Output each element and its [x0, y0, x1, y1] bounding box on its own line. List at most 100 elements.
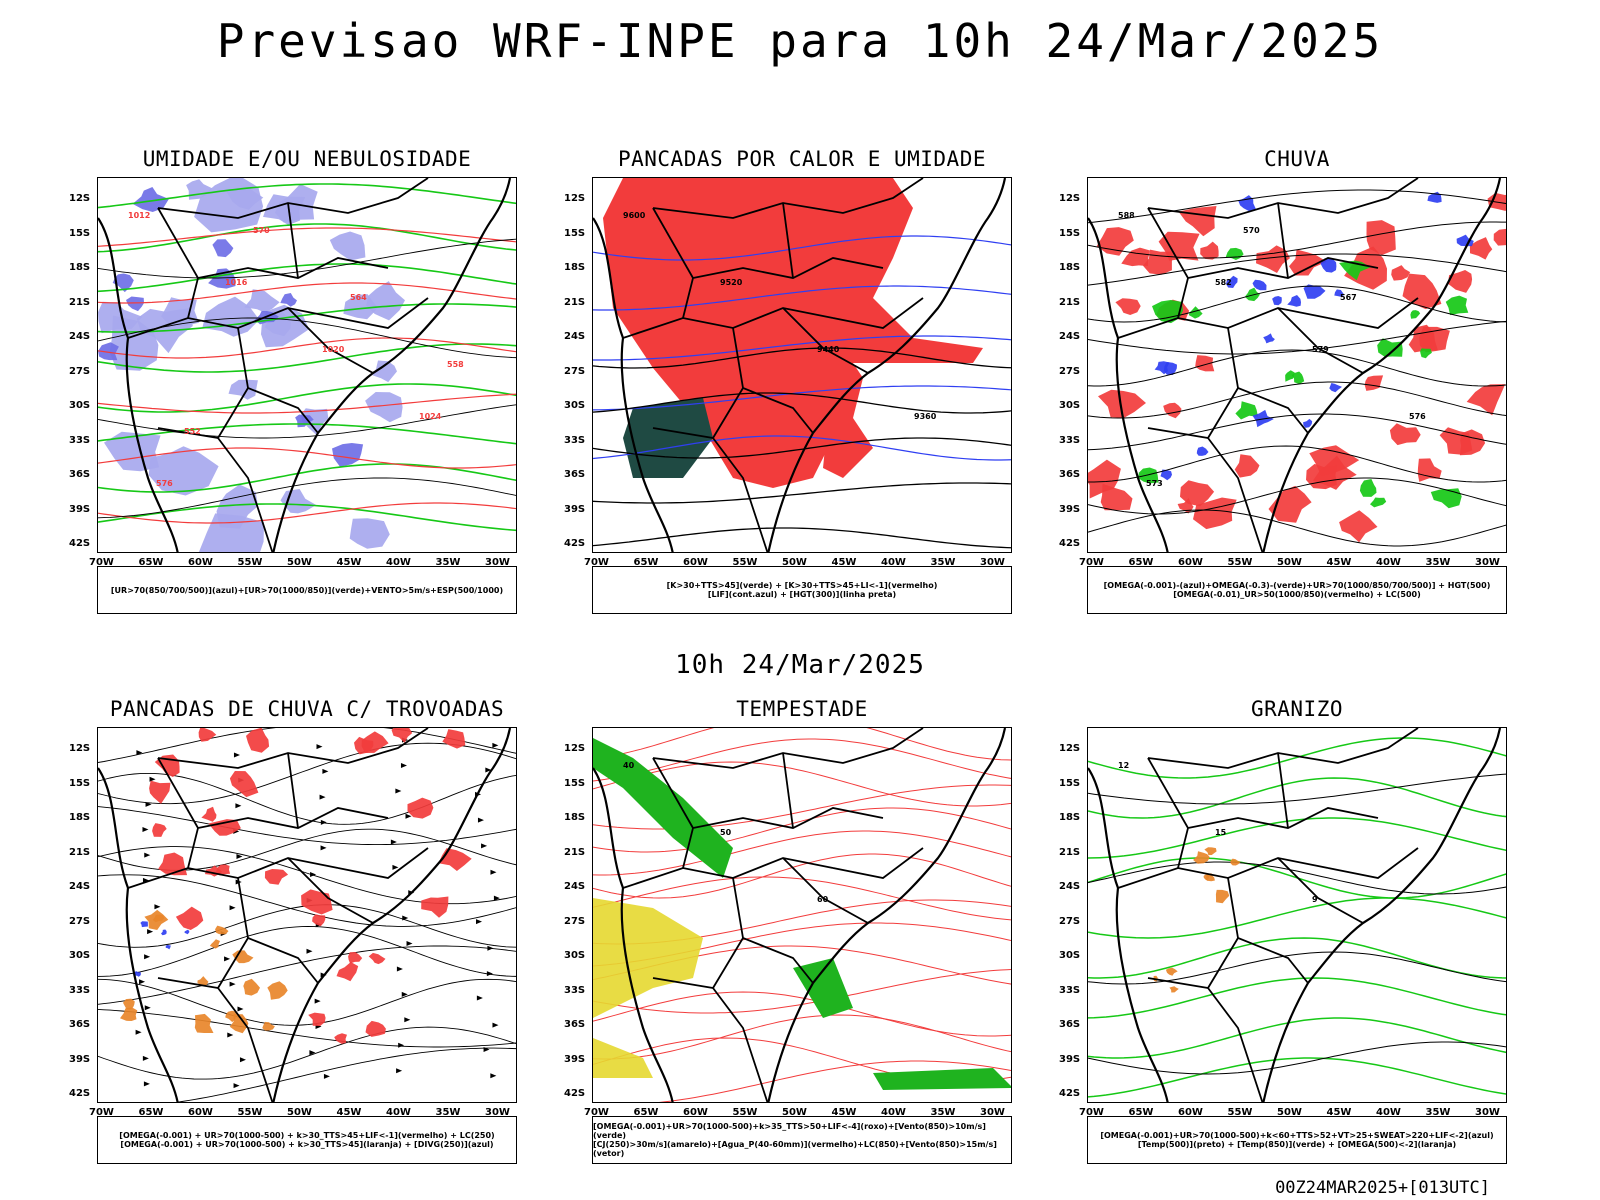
rain-green: [1377, 338, 1403, 357]
latitude-label: 30S: [1059, 950, 1081, 961]
state-border: [157, 207, 199, 279]
latitude-label: 30S: [1059, 400, 1081, 411]
rain-red: [1115, 298, 1141, 315]
divergence-blue: [134, 971, 141, 977]
longitude-label: 45W: [1326, 1107, 1352, 1118]
longitude-label: 65W: [1128, 557, 1154, 568]
humidity-core: [208, 268, 236, 289]
latitude-label: 33S: [69, 984, 91, 996]
humidity-area: [98, 301, 143, 334]
longitude-label: 40W: [386, 1107, 411, 1118]
rh-contour: [98, 423, 516, 445]
precip-water-contour: [593, 728, 1011, 761]
map-svg: 1012 1016 1020 1024 576 570 564 558 552: [98, 178, 516, 552]
humidity-core: [212, 239, 234, 258]
latitude-label: 18S: [564, 262, 586, 273]
rain-green: [1420, 348, 1432, 359]
contour-label: 1016: [225, 278, 248, 287]
state-border: [682, 807, 884, 869]
storm-orange: [262, 1021, 275, 1031]
temp850-contour: [1088, 937, 1506, 979]
humidity-area: [349, 518, 390, 549]
longitude-label: 60W: [683, 1107, 708, 1118]
longitude-label: 50W: [1277, 1107, 1302, 1118]
flow-arrow: [490, 869, 497, 875]
hgt500-contour: [1088, 381, 1506, 419]
andes-border: [1088, 217, 1169, 552]
longitude-label: 30W: [980, 557, 1005, 568]
map-layer: 1012 1016 1020 1024 576 570 564 558 552: [98, 178, 516, 552]
flow-arrow: [404, 1017, 411, 1023]
contour-label: 1012: [128, 211, 150, 220]
humidity-core: [332, 443, 364, 467]
rain-red: [1178, 206, 1217, 237]
streamline: [98, 1026, 516, 1080]
map-frame: 40 50 60: [592, 727, 1012, 1103]
flow-arrow: [396, 1068, 403, 1074]
page-title: Previsao WRF-INPE para 10h 24/Mar/2025: [216, 14, 1384, 68]
state-border: [1147, 757, 1189, 829]
longitude-label: 55W: [1227, 557, 1253, 568]
contour-label: 15: [1215, 828, 1227, 837]
hgt500-contour: [1088, 349, 1506, 387]
precip-water-contour: [593, 830, 1011, 876]
rain-red: [1402, 273, 1442, 310]
hail-orange: [1215, 889, 1230, 904]
state-border: [782, 307, 869, 374]
rain-green: [1359, 479, 1377, 497]
rain-red: [1163, 402, 1182, 419]
storm-orange: [194, 1013, 214, 1033]
latitude-label: 36S: [564, 1019, 586, 1030]
longitude-label: 50W: [1277, 557, 1302, 568]
divergence-blue: [161, 929, 167, 936]
latitude-label: 27S: [69, 915, 91, 927]
rain-blue: [1456, 234, 1474, 247]
rain-red: [1493, 228, 1506, 246]
state-border: [287, 752, 299, 829]
temp850-contour: [1088, 777, 1506, 819]
state-border: [1277, 752, 1289, 829]
contour-label: 552: [184, 427, 201, 436]
rh-contour: [98, 263, 516, 293]
longitude-label: 30W: [485, 1107, 510, 1118]
state-border: [782, 857, 869, 924]
precip-water-contour: [593, 807, 1011, 853]
latitude-label: 27S: [1059, 915, 1081, 927]
latitude-label: 12S: [564, 743, 586, 754]
latitude-label: 18S: [69, 812, 91, 823]
humidity-core: [98, 342, 119, 361]
legend-line: [OMEGA(-0.001) + UR>70(1000-500) + k>30_…: [120, 1140, 494, 1149]
longitude-label: 35W: [1425, 557, 1451, 568]
state-border: [1227, 877, 1309, 984]
state-border: [832, 847, 924, 879]
rain-green: [1235, 401, 1258, 420]
contour-label: 582: [1215, 278, 1232, 287]
flow-arrow: [144, 954, 151, 960]
state-border: [157, 728, 429, 769]
latitude-label: 21S: [1059, 846, 1081, 858]
streamline: [98, 978, 516, 1026]
latitude-label: 33S: [564, 984, 586, 996]
hail-orange: [1193, 851, 1210, 864]
map-layer: 40 50 60: [593, 728, 1011, 1102]
rh-contour: [98, 303, 516, 333]
rain-red: [1447, 270, 1473, 293]
flow-arrow: [237, 1006, 244, 1012]
flow-arrow: [476, 995, 483, 1001]
state-border: [1277, 307, 1364, 374]
flow-arrow: [319, 794, 326, 800]
latitude-label: 42S: [564, 538, 586, 549]
state-border: [1327, 847, 1419, 879]
rh-contour: [98, 503, 516, 532]
state-border: [1277, 857, 1364, 924]
legend-line: [UR>70(850/700/500)](azul)+[UR>70(1000/8…: [110, 585, 504, 595]
flow-arrow: [405, 813, 412, 819]
latitude-label: 12S: [564, 193, 586, 204]
longitude-label: 50W: [287, 1107, 312, 1118]
lif-contour: [593, 435, 1011, 461]
rain-red: [1268, 485, 1312, 523]
streamline: [98, 926, 516, 977]
coastline: [1262, 728, 1502, 1102]
temp500-contour: [1088, 951, 1506, 985]
storm-red: [421, 896, 449, 918]
